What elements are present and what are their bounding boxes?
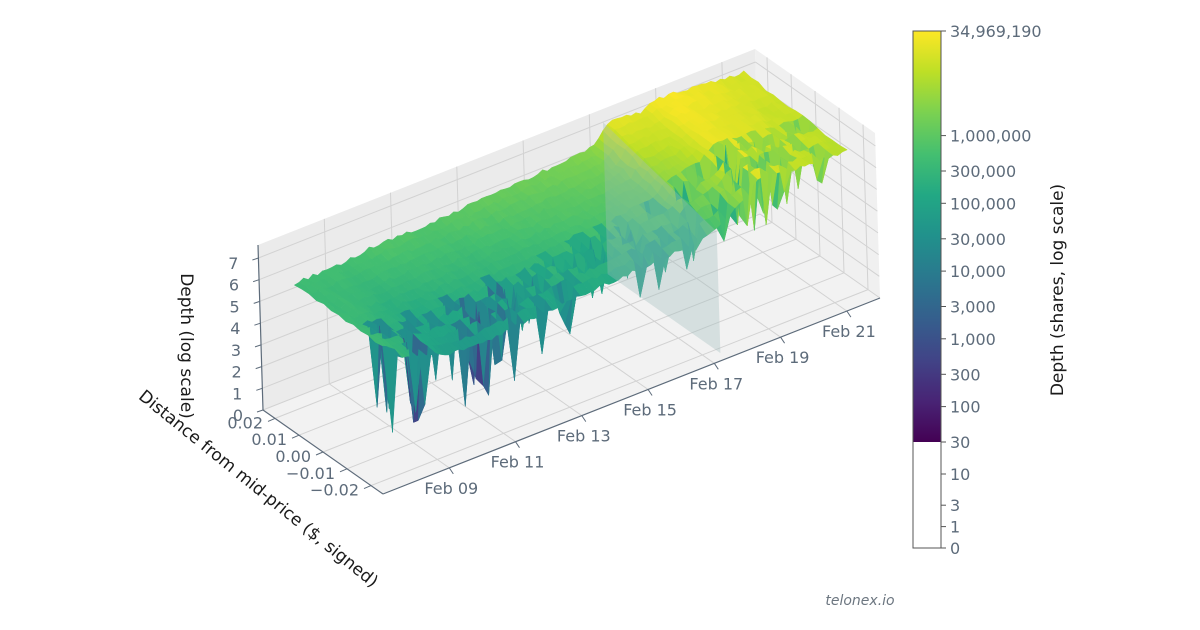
- grid-line: [346, 272, 845, 470]
- x-tick-mark: [713, 363, 719, 370]
- x-tick-label: Feb 15: [623, 401, 677, 420]
- z-tick-label: 0: [233, 406, 243, 425]
- z-tick-label: 4: [230, 319, 240, 338]
- colorbar-tick-label: 3,000: [950, 298, 996, 317]
- z-axis-line: [257, 244, 264, 411]
- colorbar-frame: [912, 30, 942, 549]
- z-tick-mark: [255, 366, 262, 370]
- z-tick-label: 5: [230, 297, 240, 316]
- colorbar-tick-label: 30,000: [950, 230, 1006, 249]
- y-tick-label: 0.01: [251, 430, 287, 449]
- y-tick-mark: [363, 485, 372, 490]
- x-tick-mark: [846, 310, 852, 318]
- x-tick-label: Feb 21: [822, 322, 876, 341]
- colorbar-tick-label: 1,000,000: [950, 127, 1031, 146]
- y-tick-mark: [339, 468, 348, 473]
- x-tick-label: Feb 09: [424, 479, 478, 498]
- grid-line: [759, 191, 880, 277]
- z-tick-label: 6: [229, 276, 239, 295]
- depth-surface: [293, 70, 848, 433]
- x-tick-mark: [647, 389, 653, 396]
- y-tick-label: −0.01: [286, 464, 335, 483]
- z-axis-title: Depth (log scale): [176, 273, 196, 419]
- grid-line: [759, 213, 881, 299]
- z-tick-mark: [254, 322, 261, 326]
- x-axis-line: [382, 297, 881, 495]
- grid-line: [862, 124, 869, 290]
- colorbar-tick-label: 100,000: [950, 194, 1016, 213]
- colorbar-title: Depth (shares, log scale): [1048, 184, 1068, 396]
- z-tick-label: 3: [231, 341, 241, 360]
- z-tick-label: 2: [232, 363, 242, 382]
- x-tick-mark: [515, 441, 520, 448]
- y-tick-mark: [315, 451, 324, 456]
- surface-gap-panel: [603, 122, 721, 354]
- x-axis-ticks: Feb 09 Feb 11 Feb 13 Feb 15 Feb 17 Feb 19 Feb …: [424, 310, 876, 498]
- x-tick-label: Feb 11: [491, 453, 545, 472]
- z-tick-mark: [252, 279, 260, 283]
- colorbar-tick-label: 100: [950, 398, 981, 417]
- colorbar-empty-section: [913, 442, 941, 548]
- colorbar-tick-label: 300: [950, 365, 981, 384]
- colorbar-tick-label: 3: [950, 496, 960, 515]
- z-axis-ticks: 0 1 2 3 4 5 6 7: [228, 254, 264, 425]
- grid-line: [755, 61, 876, 147]
- colorbar-gradient: [913, 31, 941, 442]
- surface-cell: [834, 145, 848, 153]
- colorbar-tick-label: 34,969,190: [950, 22, 1042, 41]
- watermark: telonex.io: [825, 593, 894, 609]
- y-tick-label: 0.02: [227, 413, 263, 432]
- x-tick-label: Feb 17: [689, 374, 743, 393]
- colorbar-tick-label: 10: [950, 465, 970, 484]
- z-tick-label: 1: [232, 384, 242, 403]
- z-tick-mark: [252, 257, 259, 261]
- grid-line: [322, 255, 821, 453]
- colorbar-tick-label: 10,000: [950, 262, 1006, 281]
- z-tick-label: 7: [228, 254, 238, 273]
- colorbar-tick-label: 0: [950, 539, 960, 558]
- y-axis-ticks: 0.020.010.00−0.01−0.02: [227, 413, 372, 500]
- grid-line: [370, 289, 869, 487]
- x-tick-mark: [581, 415, 587, 422]
- z-tick-mark: [256, 387, 263, 391]
- colorbar-ticks: 34,969,190 1,000,000 300,000 100,000 30,000 1…: [941, 22, 1042, 558]
- x-tick-label: Feb 19: [756, 348, 810, 367]
- z-tick-mark: [256, 409, 264, 413]
- x-tick-mark: [448, 467, 454, 475]
- colorbar-tick-label: 1: [950, 518, 960, 537]
- grid-line: [838, 107, 845, 273]
- colorbar-tick-label: 30: [950, 433, 970, 452]
- colorbar-tick-label: 300,000: [950, 162, 1016, 181]
- y-tick-mark: [267, 417, 276, 422]
- z-tick-mark: [253, 300, 260, 304]
- y-tick-label: −0.02: [310, 481, 359, 500]
- z-tick-mark: [254, 344, 262, 348]
- colorbar-tick-label: 1,000: [950, 330, 996, 349]
- colorbar: 34,969,190 1,000,000 300,000 100,000 30,000 1…: [912, 22, 1042, 558]
- y-tick-mark: [291, 434, 300, 439]
- x-tick-label: Feb 13: [557, 427, 611, 446]
- grid-line: [298, 238, 797, 436]
- y-tick-label: 0.00: [275, 447, 311, 466]
- x-tick-mark: [780, 336, 786, 344]
